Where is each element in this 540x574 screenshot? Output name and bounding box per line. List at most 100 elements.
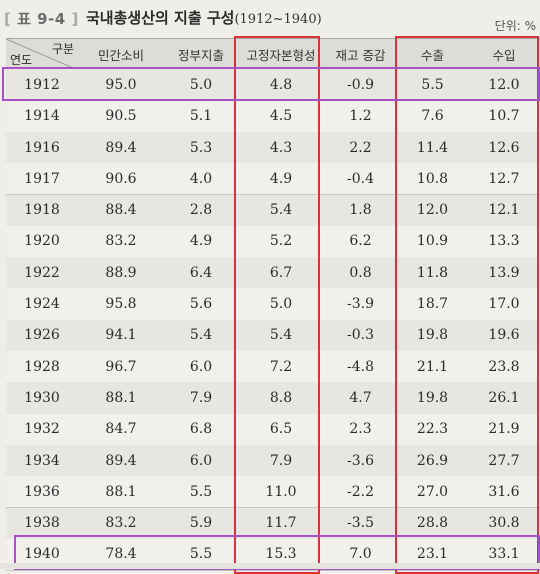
year-cell: 1916 [24, 139, 60, 156]
value-cell: 78.4 [105, 546, 137, 563]
year-cell: 1922 [24, 264, 60, 281]
value-cell: 7.2 [269, 358, 293, 375]
bottom-page-strip [0, 563, 540, 569]
table-row: 1932 84.7 6.8 6.5 2.3 22.3 21.9 [6, 413, 540, 446]
unit-label: 단위: % [494, 19, 536, 33]
value-cell: 5.5 [189, 483, 213, 500]
value-cell: 95.0 [105, 76, 137, 93]
table-row: 1928 96.7 6.0 7.2 -4.8 21.1 23.8 [6, 351, 540, 384]
value-cell: 13.3 [488, 233, 520, 250]
value-cell: 6.0 [189, 358, 213, 375]
year-cell: 1912 [24, 76, 60, 93]
table-number-text: 표 9-4 [17, 10, 66, 28]
value-cell: 5.5 [421, 76, 444, 93]
value-cell: 83.2 [105, 233, 137, 250]
value-cell: 96.7 [105, 358, 137, 375]
header-cell: 재고 증감 [335, 48, 386, 64]
year-cell: 1928 [24, 358, 60, 375]
value-cell: 11.4 [416, 139, 449, 156]
value-cell: 4.8 [269, 76, 293, 93]
table-row: 1916 89.4 5.3 4.3 2.2 11.4 12.6 [6, 131, 540, 165]
value-cell: 12.0 [488, 76, 520, 93]
value-cell: 5.6 [189, 296, 213, 313]
value-cell: 27.0 [416, 483, 449, 500]
year-cell: 1940 [24, 546, 60, 563]
header-cell: 고정자본형성 [246, 48, 316, 64]
value-cell: 12.1 [488, 202, 520, 219]
value-cell: 88.9 [105, 264, 137, 281]
year-cell: 1920 [24, 233, 60, 250]
value-cell: 90.6 [105, 170, 137, 187]
table-row: 1936 88.1 5.5 11.0 -2.2 27.0 31.6 [6, 476, 540, 509]
bracket-left: [ [4, 10, 12, 28]
value-cell: -3.5 [347, 515, 374, 532]
table-title-bar: [ 표 9-4 ] 국내총생산의 지출 구성(1912~1940) 단위: % [0, 0, 540, 38]
year-cell: 1936 [24, 483, 60, 500]
value-cell: -0.9 [347, 76, 374, 93]
year-cell: 1918 [24, 202, 60, 219]
table-header-row: 구분 연도 민간소비 정부지출 고정자본형성 재고 증감 수출 수입 [6, 38, 540, 72]
value-cell: -4.8 [347, 358, 374, 375]
value-cell: 7.0 [349, 546, 372, 563]
header-year-label: 연도 [10, 53, 33, 68]
value-cell: 88.1 [105, 483, 137, 500]
year-cell: 1914 [24, 108, 60, 125]
value-cell: 12.6 [488, 139, 520, 156]
value-cell: 31.6 [488, 483, 520, 500]
value-cell: 84.7 [105, 421, 137, 438]
value-cell: 10.7 [488, 108, 520, 125]
value-cell: 15.3 [265, 546, 297, 563]
year-cell: 1926 [24, 327, 60, 344]
value-cell: 23.1 [416, 546, 449, 563]
table-row: 1914 90.5 5.1 4.5 1.2 7.6 10.7 [6, 100, 540, 133]
header-cell: 정부지출 [177, 48, 224, 64]
value-cell: 88.1 [105, 389, 137, 406]
value-cell: 5.2 [269, 233, 293, 250]
value-cell: 4.9 [269, 170, 293, 187]
table-row: 1924 95.8 5.6 5.0 -3.9 18.7 17.0 [6, 288, 540, 321]
value-cell: 13.9 [488, 264, 520, 281]
table-title: 국내총생산의 지출 구성(1912~1940) [86, 7, 322, 28]
value-cell: 12.0 [416, 202, 449, 219]
value-cell: 6.8 [189, 421, 213, 438]
value-cell: 2.8 [189, 202, 213, 219]
table-row: 1922 88.9 6.4 6.7 0.8 11.8 13.9 [6, 257, 540, 290]
value-cell: 5.4 [269, 202, 293, 219]
value-cell: 11.8 [416, 264, 449, 281]
value-cell: 17.0 [488, 296, 520, 313]
value-cell: 4.3 [269, 139, 293, 156]
table-row: 1918 88.4 2.8 5.4 1.8 12.0 12.1 [6, 194, 540, 227]
value-cell: 4.7 [349, 389, 372, 406]
table-row: 1934 89.4 6.0 7.9 -3.6 26.9 27.7 [6, 444, 540, 478]
header-corner-cell: 구분 연도 [6, 39, 78, 71]
year-cell: 1938 [24, 515, 60, 532]
value-cell: 10.8 [416, 170, 449, 187]
value-cell: 7.9 [269, 452, 293, 469]
year-cell: 1917 [24, 170, 60, 187]
value-cell: 4.0 [189, 170, 213, 187]
value-cell: 5.3 [189, 139, 213, 156]
value-cell: 10.9 [416, 233, 449, 250]
value-cell: 0.8 [349, 264, 372, 281]
value-cell: 5.4 [189, 327, 213, 344]
table-row: 1912 95.0 5.0 4.8 -0.9 5.5 12.0 [6, 69, 540, 102]
year-cell: 1932 [24, 421, 60, 438]
value-cell: 33.1 [488, 546, 520, 563]
header-cell: 수입 [492, 48, 516, 64]
value-cell: 26.9 [416, 452, 449, 469]
header-category-label: 구분 [51, 42, 74, 56]
value-cell: 7.6 [421, 108, 444, 125]
table-row: 1920 83.2 4.9 5.2 6.2 10.9 13.3 [6, 225, 540, 259]
bracket-right: ] [71, 10, 79, 28]
corner-diagonal-line [6, 39, 78, 71]
value-cell: -0.4 [347, 170, 374, 187]
table-row: 1938 83.2 5.9 11.7 -3.5 28.8 30.8 [6, 507, 540, 540]
value-cell: 95.8 [105, 296, 137, 313]
value-cell: 26.1 [488, 389, 520, 406]
value-cell: 21.9 [488, 421, 520, 438]
value-cell: 2.2 [349, 139, 372, 156]
value-cell: 23.8 [488, 358, 520, 375]
value-cell: 5.5 [189, 546, 213, 563]
value-cell: 83.2 [105, 515, 137, 532]
value-cell: 4.5 [269, 108, 293, 125]
